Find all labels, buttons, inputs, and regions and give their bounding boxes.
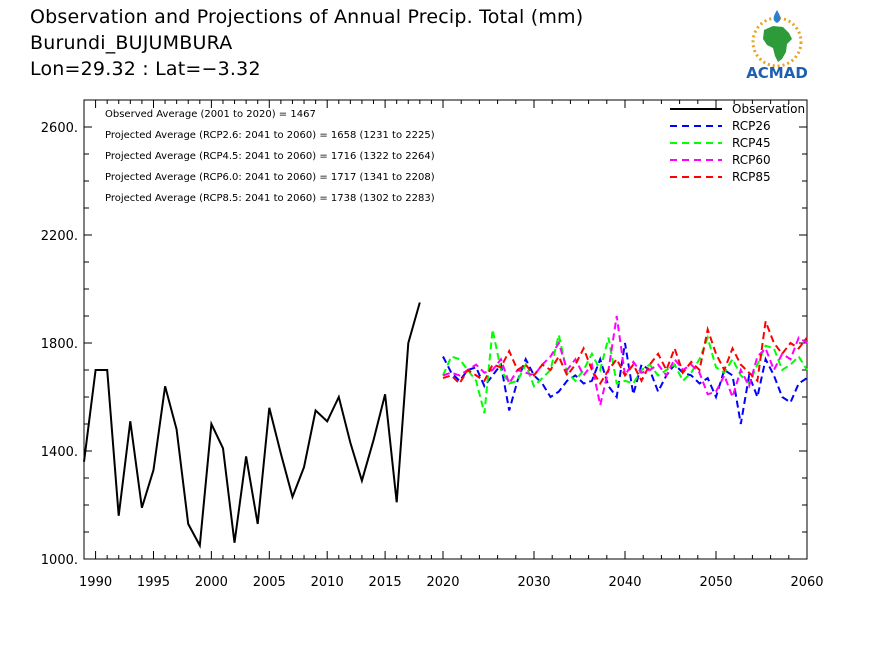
y-tick-label: 2600. [41,121,78,136]
x-tick-label: 2005 [253,575,286,590]
acmad-logo: ACMAD [737,8,817,84]
legend-label-rcp85: RCP85 [732,170,771,184]
series-line-rcp60 [442,315,808,406]
annotation-rcp60-average: Projected Average (RCP6.0: 2041 to 2060)… [105,172,435,183]
annotation-box: Observed Average (2001 to 2020) = 1467 P… [105,109,435,204]
annotation-rcp85-average: Projected Average (RCP8.5: 2041 to 2060)… [105,193,435,204]
acmad-logo-graphic: ACMAD [746,10,808,82]
series-line-rcp85 [442,321,808,386]
x-tick-label: 2000 [195,575,228,590]
x-tick-label: 2050 [699,575,732,590]
x-tick-label: 2010 [311,575,344,590]
station-coordinates: Lon=29.32 : Lat=−3.32 [30,58,261,80]
legend-label-rcp60: RCP60 [732,153,771,167]
x-tick-label: 2015 [369,575,402,590]
y-tick-label: 2200. [41,229,78,244]
y-tick-label: 1800. [41,337,78,352]
legend-label-rcp26: RCP26 [732,119,771,133]
legend-label-observation: Observation [732,102,805,116]
water-drop-icon [773,10,781,23]
annotation-rcp26-average: Projected Average (RCP2.6: 2041 to 2060)… [105,130,435,141]
x-tick-label: 2030 [517,575,550,590]
annotation-observed-average: Observed Average (2001 to 2020) = 1467 [105,109,316,120]
series-layer [83,302,808,549]
africa-map-icon [763,26,792,62]
series-line-rcp26 [442,342,808,425]
plot-frame [83,99,808,560]
acmad-logo-text: ACMAD [746,64,808,82]
chart-title: Observation and Projections of Annual Pr… [30,6,584,28]
legend-label-rcp45: RCP45 [732,136,771,150]
x-tick-label: 2020 [426,575,459,590]
station-name: Burundi_BUJUMBURA [30,32,233,54]
annotation-rcp45-average: Projected Average (RCP4.5: 2041 to 2060)… [105,151,435,162]
x-tick-label: 1995 [137,575,170,590]
sun-rays-icon [751,16,803,68]
y-tick-label: 1400. [41,445,78,460]
x-tick-label: 2040 [608,575,641,590]
legend: Observation RCP26 RCP45 RCP60 RCP85 [670,102,805,184]
series-line-observation [83,302,421,549]
y-tick-label: 1000. [41,553,78,568]
plot-border [83,99,808,560]
y-axis: 1000. 1400. 1800. 2200. 2600. [41,121,807,568]
x-tick-label: 1990 [79,575,112,590]
x-axis: 1990 1995 2000 2005 2010 2015 2020 2030 2040 2050… [79,100,824,590]
x-tick-label: 2060 [790,575,823,590]
